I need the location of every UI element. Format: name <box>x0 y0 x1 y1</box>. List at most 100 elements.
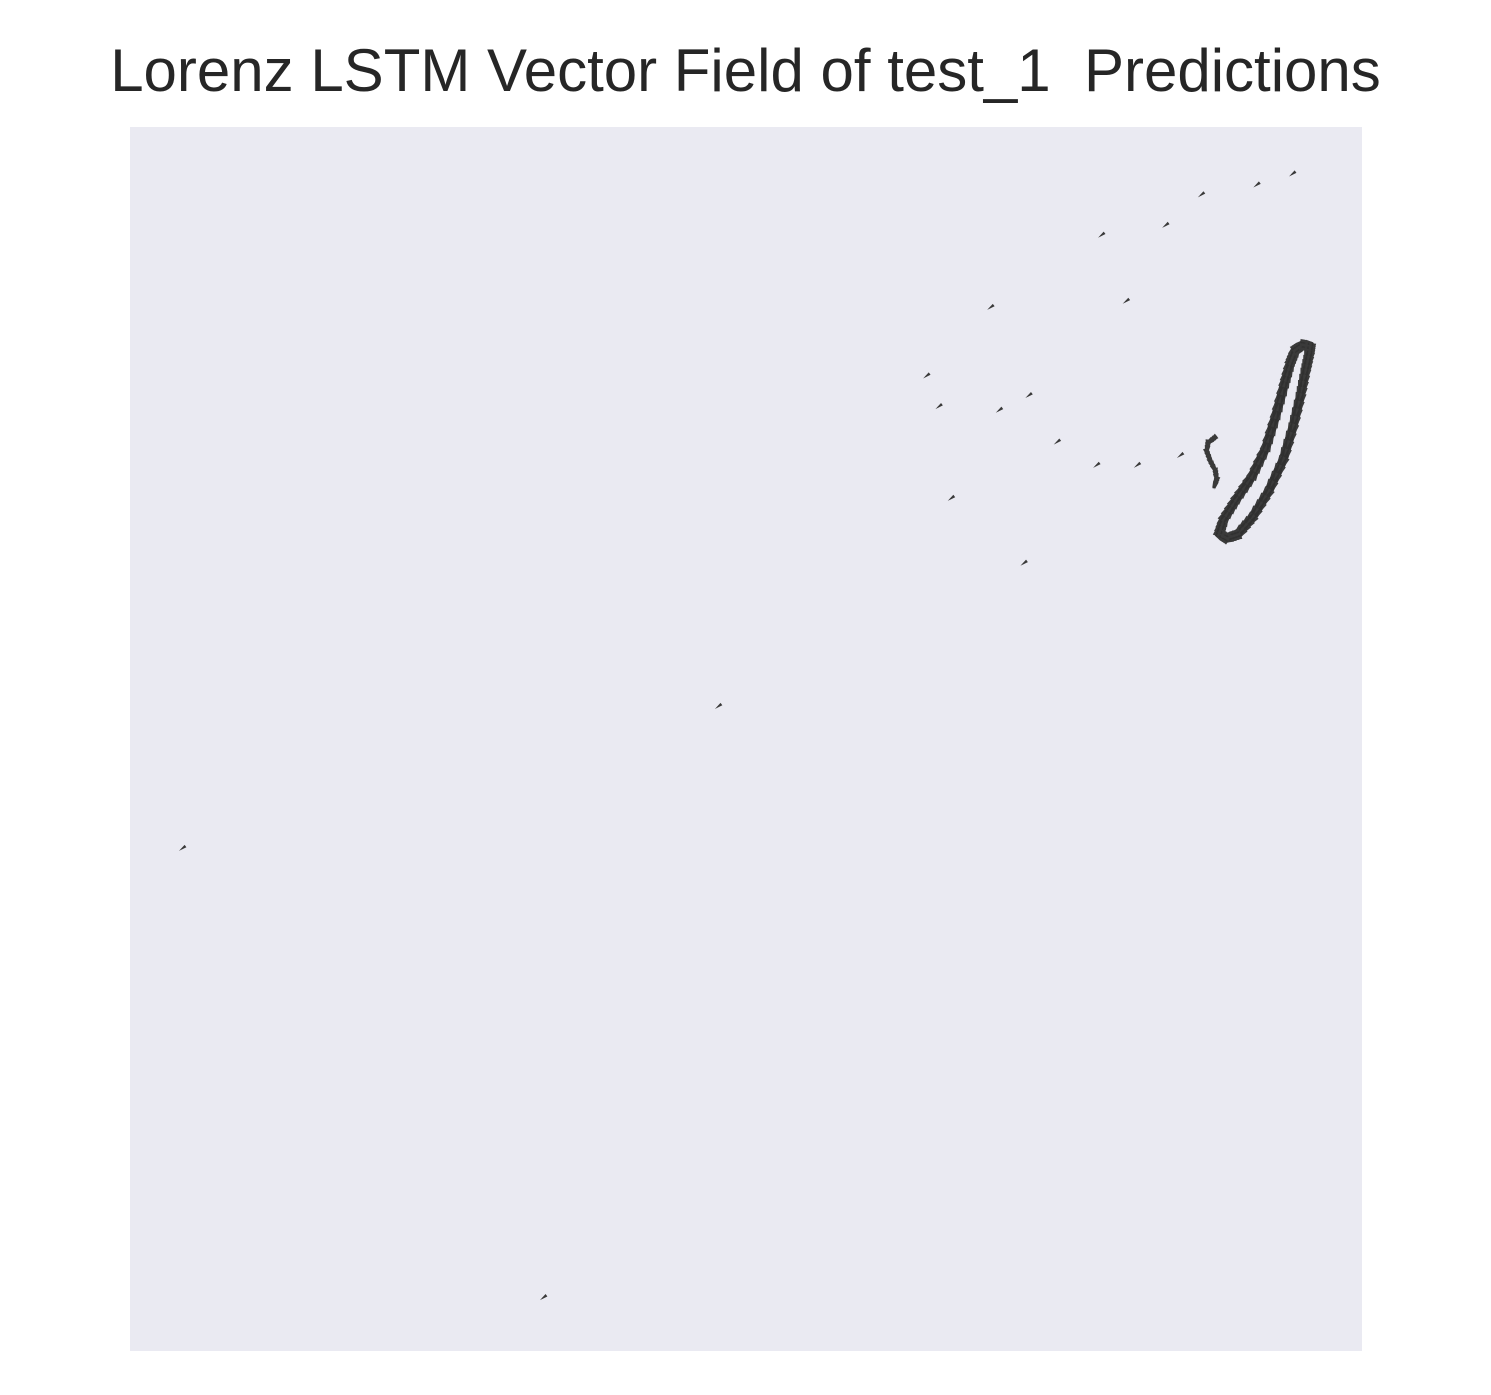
attractor-loop-arrow-head <box>1237 526 1245 535</box>
attractor-loop-arrow-head <box>1266 478 1272 487</box>
attractor-loop-arrow-head <box>1295 391 1299 401</box>
attractor-loop-arrow-head <box>1277 454 1283 463</box>
attractor-loop-arrow-head <box>1230 499 1236 508</box>
attractor-loop-arrow-head <box>1263 451 1269 460</box>
attractor-loop-arrow-head <box>1226 497 1233 506</box>
attractor-loop-arrow-head <box>1244 485 1251 494</box>
attractor-loop-arrow-head <box>1305 343 1314 347</box>
attractor-loop-arrow-head <box>1307 375 1311 384</box>
attractor-loop-arrow-head <box>1233 486 1240 495</box>
attractor-loop-arrow-head <box>1236 497 1243 505</box>
attractor-loop-arrow-head <box>1269 409 1274 419</box>
attractor-loop-arrow-head <box>1249 462 1255 471</box>
attractor-loop-arrow-head <box>1273 462 1279 471</box>
attractor-loop-arrow-head <box>1245 469 1251 478</box>
chart-title: Lorenz LSTM Vector Field of test_1 Predi… <box>110 37 1381 104</box>
attractor-tail <box>1202 433 1221 490</box>
attractor-loop-arrow-head <box>1230 506 1237 515</box>
attractor-loop-arrow-head <box>1259 441 1264 450</box>
quiver-arrow-head <box>1053 438 1062 445</box>
attractor-loop-arrow-head <box>1233 494 1240 503</box>
attractor-loop-arrow-head <box>1253 507 1260 516</box>
quiver-arrow <box>995 406 1004 413</box>
attractor-loop-arrow-head <box>1282 438 1287 448</box>
quiver-arrow <box>1197 191 1206 198</box>
attractor-loop-arrow-head <box>1304 368 1308 377</box>
attractor-loop-arrow-head <box>1269 436 1274 445</box>
attractor-tail-arrow-head <box>1212 480 1217 489</box>
attractor-loop-arrow-head <box>1258 492 1264 501</box>
attractor-loop-arrow-head <box>1277 412 1281 421</box>
attractor-loop-arrow-head <box>1225 538 1234 543</box>
attractor-loop-arrow-head <box>1305 381 1309 390</box>
quiver-arrow-head <box>1289 170 1297 177</box>
attractor-loop-arrow-head <box>1284 458 1290 467</box>
attractor-loop-arrow-head <box>1290 441 1295 450</box>
attractor-loop-arrow-head <box>1224 509 1230 518</box>
attractor-loop-arrow-head <box>1249 471 1255 480</box>
attractor-loop-arrow-head <box>1237 489 1244 497</box>
quiver-arrow-head <box>1025 391 1033 399</box>
attractor-loop-arrow-head <box>1281 456 1286 465</box>
attractor-loop-arrow-head <box>1299 373 1303 383</box>
quiver-arrow <box>539 1294 548 1301</box>
attractor-loop-arrow-head <box>1256 448 1262 457</box>
quiver-arrow <box>1020 559 1028 566</box>
quiver-arrow <box>1176 451 1185 459</box>
attractor-loop-arrow-head <box>1279 404 1284 413</box>
attractor-loop-arrow-head <box>1256 457 1262 466</box>
attractor-loop-arrow-head <box>1270 419 1275 428</box>
attractor-loop-arrow-head <box>1304 347 1313 351</box>
attractor-loop-arrow-head <box>1269 470 1275 479</box>
attractor-loop-arrow-head <box>1303 393 1307 403</box>
arrow-layer <box>178 170 1297 1301</box>
attractor-loop-arrow-head <box>1293 415 1298 425</box>
attractor-loop-arrow-head <box>1241 529 1248 537</box>
attractor-loop-arrow-head <box>1261 494 1268 503</box>
attractor-loop-arrow-head <box>1262 433 1266 442</box>
attractor-loop-arrow-head <box>1214 535 1223 541</box>
quiver-arrow-head <box>987 303 995 310</box>
attractor-loop-arrow-head <box>1256 466 1262 475</box>
attractor-loop-arrow-head <box>1301 401 1305 410</box>
quiver-arrow-head <box>935 402 943 410</box>
quiver-arrow-head <box>1253 181 1261 188</box>
attractor-loop-arrow-head <box>1254 498 1260 507</box>
quiver-arrow <box>1093 461 1101 468</box>
quiver-arrow-head <box>1162 221 1170 228</box>
attractor-loop-arrow-head <box>1296 385 1300 395</box>
attractor-loop-arrow-head <box>1304 387 1308 396</box>
attractor-loop-arrow-head <box>1265 496 1271 505</box>
quiver-arrow-head <box>178 844 187 851</box>
quiver-arrow <box>1133 461 1142 468</box>
quiver-arrow-head <box>1020 559 1028 566</box>
quiver-arrow <box>1098 231 1106 238</box>
attractor-loop-arrow-head <box>1262 486 1268 494</box>
attractor-loop-arrow-head <box>1289 414 1294 424</box>
plot-area <box>130 127 1362 1351</box>
attractor-loop-arrow-head <box>1241 483 1248 491</box>
attractor-loop-arrow-head <box>1274 420 1279 429</box>
quiver-arrow-head <box>1098 231 1106 238</box>
attractor-loop-arrow-head <box>1285 430 1290 439</box>
attractor-loop-arrow-head <box>1269 480 1275 489</box>
quiver-arrow <box>923 372 931 379</box>
attractor-loop-arrow-head <box>1283 388 1288 397</box>
attractor-loop-arrow-head <box>1263 442 1268 452</box>
attractor-loop-arrow-head <box>1292 432 1297 442</box>
attractor-loop-arrow-head <box>1295 424 1300 433</box>
quiver-arrow <box>987 303 995 310</box>
attractor-loop-arrow-head <box>1276 386 1280 395</box>
quiver-arrow-head <box>539 1294 548 1301</box>
attractor-loop-arrow-head <box>1241 475 1248 483</box>
attractor-loop-arrow-head <box>1245 477 1252 486</box>
attractor-loop-arrow-head <box>1229 492 1236 501</box>
attractor-loop-arrow-head <box>1277 464 1283 473</box>
attractor-loop-arrow-head <box>1272 428 1277 437</box>
attractor-loop-arrow-head <box>1275 403 1280 412</box>
attractor-loop-arrow-head <box>1220 507 1227 516</box>
quiver-arrow-head <box>1133 461 1142 468</box>
attractor-loop-arrow-head <box>1284 448 1288 457</box>
attractor-loop-arrow-head <box>1237 481 1244 489</box>
quiver-arrow <box>935 402 943 410</box>
